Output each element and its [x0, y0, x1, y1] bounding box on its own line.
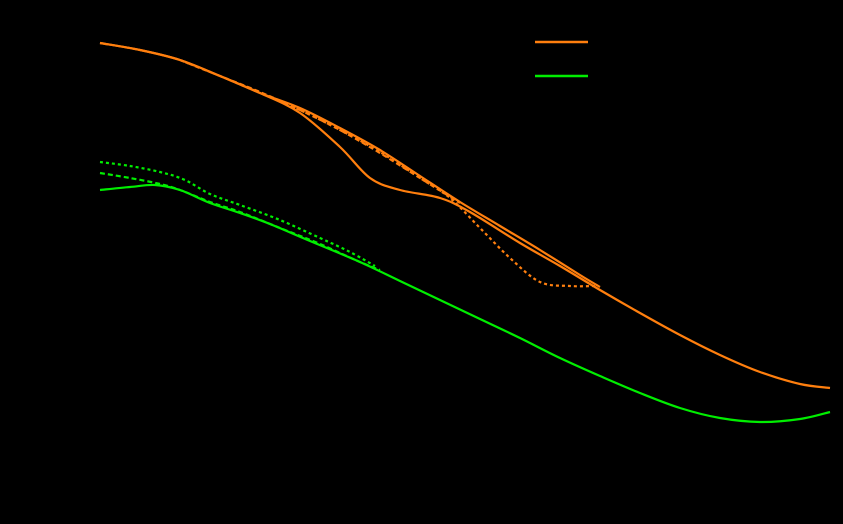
legend [535, 40, 588, 78]
series-orange-dashed [179, 58, 461, 204]
series-orange-dotted [179, 58, 596, 288]
series-layer [99, 41, 831, 424]
series-green-dashed [99, 171, 381, 272]
